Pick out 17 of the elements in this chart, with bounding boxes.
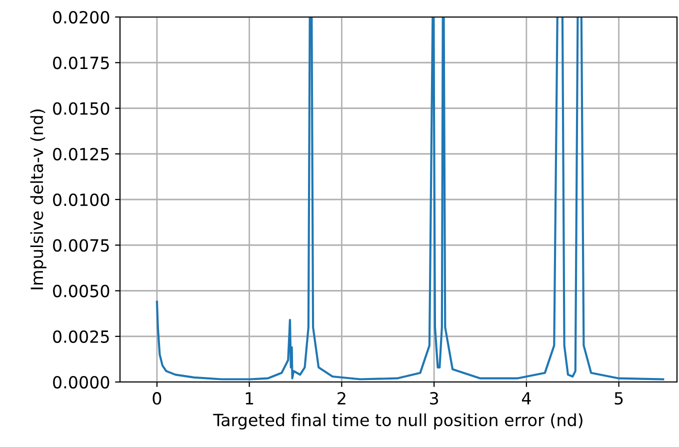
y-tick-label: 0.0175	[53, 56, 109, 70]
y-tick-label: 0.0025	[53, 330, 109, 343]
x-axis-title: Targeted final time to null position error (nd)	[213, 413, 582, 430]
x-tick-label: 2	[338, 392, 346, 404]
y-tick-label: 0.0100	[53, 193, 110, 206]
x-tick-label: 1	[246, 392, 254, 404]
y-axis-title: Impulsive delta-v (nd)	[30, 110, 46, 290]
y-tick-label: 0.0075	[53, 239, 109, 252]
x-tick-label: 3	[430, 392, 438, 405]
y-tick-label: 0.0125	[53, 148, 109, 160]
y-tick-label: 0.0050	[53, 284, 110, 298]
x-tick-label: 5	[614, 392, 623, 405]
y-tick-label: 0.0150	[53, 102, 110, 115]
y-tick-label: 0.0000	[53, 376, 110, 389]
x-tick-label: 4	[522, 392, 531, 404]
y-tick-label: 0.0200	[53, 10, 110, 24]
x-tick-label: 0	[152, 392, 162, 405]
